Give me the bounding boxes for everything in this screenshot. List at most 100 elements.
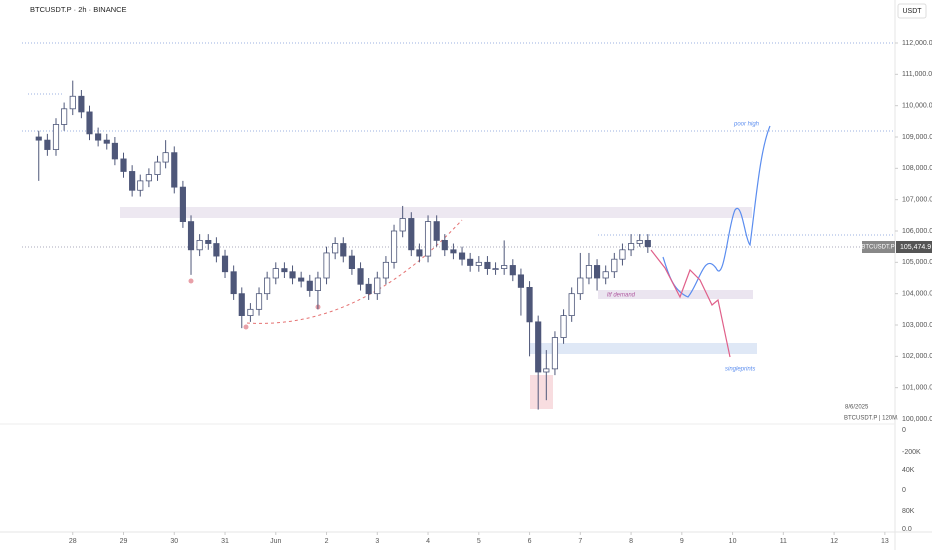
- candle-body: [627, 243, 635, 251]
- candle-body: [69, 95, 76, 110]
- demand-zone: [598, 290, 753, 299]
- x-tick-label: 2: [325, 538, 329, 545]
- candle-body: [357, 268, 364, 285]
- currency-box: [897, 3, 927, 19]
- candle-body: [636, 239, 643, 244]
- candle-body: [255, 293, 263, 310]
- candle-body: [129, 171, 136, 191]
- y-tick-label: 104,000.0: [902, 291, 932, 298]
- candle-body: [644, 239, 651, 248]
- y-tick-label: 110,000.0: [902, 103, 932, 110]
- candle-body: [289, 271, 296, 279]
- y-tick-label: 102,000.0: [902, 353, 932, 360]
- candle-body: [179, 186, 186, 222]
- candle-body: [306, 280, 313, 291]
- x-tick-label: 10: [729, 538, 737, 545]
- annotation: singleprints: [725, 367, 755, 373]
- y-tick-label: 105,000.0: [902, 259, 932, 266]
- candle-body: [560, 315, 567, 338]
- candle-body: [61, 108, 68, 125]
- candle-body: [382, 261, 389, 279]
- candle-body: [543, 368, 550, 373]
- candle-body: [509, 265, 516, 276]
- candle-body: [568, 293, 575, 316]
- x-tick-label: 4: [426, 538, 430, 545]
- price-tag-text: 105,474.9: [900, 244, 931, 251]
- candle-body: [323, 252, 330, 279]
- pane-axis-label: -200K: [902, 449, 921, 456]
- candle-body: [416, 249, 423, 257]
- price-tag: [896, 241, 932, 253]
- candle-body: [467, 258, 474, 266]
- y-tick-label: 112,000.0: [902, 40, 932, 47]
- x-tick-label: 11: [780, 538, 787, 545]
- candle-body: [424, 221, 432, 257]
- candle-body: [441, 239, 448, 251]
- marker: [243, 324, 249, 330]
- chart-title: BTCUSDT.P · 2h · BINANCE: [30, 5, 127, 14]
- candle-body: [298, 277, 305, 282]
- supply-zone: [120, 207, 752, 218]
- candle-body: [619, 249, 626, 260]
- candle-body: [272, 268, 279, 279]
- y-tick-label: 101,000.0: [902, 385, 932, 392]
- x-tick-label: 9: [680, 538, 684, 545]
- candle-body: [221, 255, 229, 273]
- candle-body: [611, 258, 618, 273]
- candle-body: [154, 161, 161, 175]
- projection-path: [650, 249, 731, 358]
- pane-axis-label: 0: [902, 487, 906, 494]
- pane-axis-label: 0.0: [902, 526, 912, 533]
- candle-body: [593, 265, 601, 279]
- symbol-tag: [862, 241, 895, 253]
- candle-body: [526, 286, 533, 323]
- candle-body: [44, 139, 51, 150]
- candle-body: [213, 243, 220, 257]
- candle-body: [365, 283, 372, 295]
- candle-body: [52, 124, 60, 150]
- annotation: ltf demand: [607, 293, 636, 299]
- candle-body: [238, 293, 245, 316]
- candle-body: [492, 268, 499, 271]
- candle-body: [171, 152, 178, 188]
- candle-body: [145, 174, 152, 182]
- x-tick-label: 7: [578, 538, 582, 545]
- y-tick-label: 108,000.0: [902, 165, 932, 172]
- candle-body: [86, 111, 93, 135]
- annotation: 8/6/2025: [845, 405, 869, 411]
- candle-body: [450, 249, 457, 254]
- candle-body: [103, 139, 110, 144]
- candle-body: [95, 133, 102, 141]
- candle-body: [602, 271, 609, 279]
- x-tick-label: 8: [629, 538, 633, 545]
- candle-body: [120, 158, 127, 172]
- pane-axis-label: 80K: [902, 508, 915, 515]
- x-tick-label: 13: [881, 538, 889, 545]
- candle-body: [390, 230, 398, 263]
- annotation: BTCUSDT.P | 120M: [844, 416, 897, 422]
- x-tick-label: 12: [830, 538, 838, 545]
- candle-body: [247, 308, 254, 317]
- candle-body: [577, 277, 584, 295]
- x-tick-label: 6: [528, 538, 532, 545]
- y-tick-label: 109,000.0: [902, 134, 932, 141]
- candle-body: [35, 136, 42, 141]
- candle-body: [374, 277, 381, 295]
- x-tick-label: 28: [69, 538, 77, 545]
- candle-body: [399, 218, 406, 232]
- candle-body: [264, 277, 271, 295]
- x-tick-label: 5: [477, 538, 481, 545]
- singleprints-zone: [530, 343, 757, 354]
- candle-body: [281, 268, 288, 273]
- candle-body: [314, 277, 321, 291]
- candle-body: [484, 261, 491, 270]
- y-tick-label: 111,000.0: [902, 71, 932, 78]
- candle-body: [162, 152, 169, 163]
- candle-body: [205, 239, 212, 244]
- projection-path: [662, 125, 771, 298]
- symbol-tag-text: BTCUSDT.P: [861, 245, 894, 251]
- candle-body: [408, 218, 415, 251]
- y-tick-label: 100,000.0: [902, 416, 932, 423]
